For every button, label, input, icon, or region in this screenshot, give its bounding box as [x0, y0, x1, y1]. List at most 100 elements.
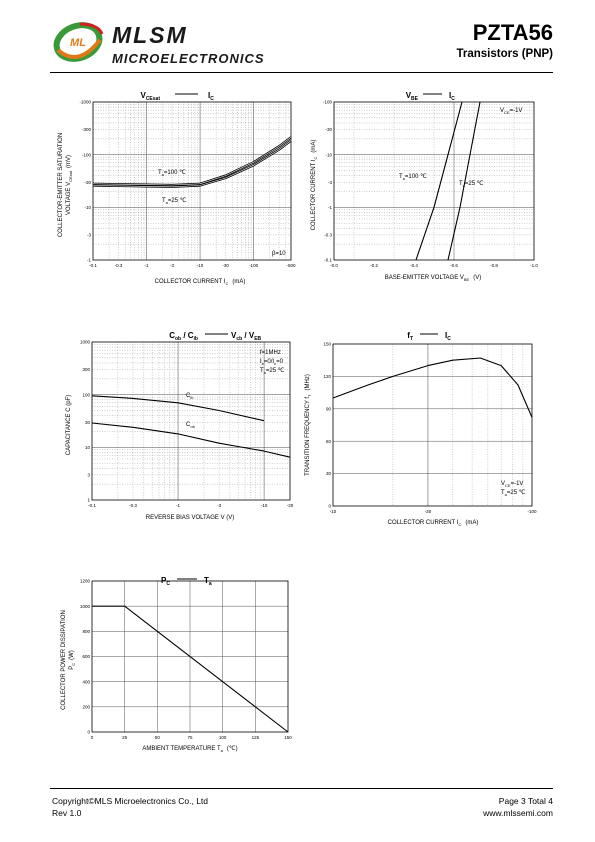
part-number: PZTA56 [472, 20, 553, 45]
chart1-s1-label: T [158, 170, 162, 176]
y-tick-label: 600 [82, 654, 90, 659]
svg-text:TRANSITION FREQUENCY fT(MHz): TRANSITION FREQUENCY fT (MHz) [305, 374, 312, 476]
svg-text:IC: IC [449, 91, 455, 102]
y-tick-label: -30 [325, 127, 332, 132]
y-tick-label: 400 [82, 679, 90, 684]
x-tick-label: -100 [527, 509, 537, 514]
chart2-s2-label-rest: =25 ℃ [465, 181, 484, 187]
svg-text:Ta=25 ℃: Ta=25 ℃ [501, 490, 526, 497]
x-tick-label: -0.3 [129, 503, 137, 508]
series-line-1 [92, 139, 292, 188]
y-tick-label: 150 [323, 342, 331, 347]
svg-text:AMBIENT TEMPERATURE Ta(℃): AMBIENT TEMPERATURE Ta (℃) [142, 746, 237, 753]
y-tick-label: 90 [326, 406, 332, 411]
series-line-inner-1 [92, 140, 292, 188]
chart1-xlabel-unit: (mA) [232, 279, 245, 285]
chart3-freq-label: f=1MHz [260, 350, 281, 356]
chart1-beta-label: β=10 [272, 251, 286, 257]
chart5-title-right-sub: a [209, 581, 212, 587]
svg-text:VOLTAGE VCEsat(mV): VOLTAGE VCEsat (mV) [66, 155, 73, 215]
y-tick-label: 60 [326, 439, 332, 444]
chart4-title-sub: T [410, 336, 413, 342]
chart3-title-sub: ob [175, 336, 181, 342]
chart3-ie-label: I [260, 359, 262, 365]
x-tick-label: -0.6 [450, 263, 458, 268]
chart3-cob-label: C [186, 422, 191, 428]
chart2-xlabel-sub: BE [464, 277, 470, 282]
svg-text:Cob: Cob [186, 422, 196, 429]
chart3-title-mid: / C [181, 331, 194, 340]
svg-text:Ta=100 ℃: Ta=100 ℃ [399, 174, 427, 181]
y-tick-label: 0 [87, 730, 90, 735]
series-line-1 [92, 605, 289, 733]
svg-text:Cob / Cib: Cob / Cib [169, 331, 198, 342]
chart5-ylabel2-sub: C [71, 663, 76, 666]
chart3-ic-sub: c [274, 361, 276, 366]
y-tick-label: 800 [82, 629, 90, 634]
chart5-title-right: T [204, 576, 209, 585]
chart1-title-right-sub: C [210, 96, 214, 102]
svg-text:VCE=-1V: VCE=-1V [501, 481, 523, 488]
chart1-title-right: I [208, 91, 210, 100]
chart2-ylabel-unit: (mA) [311, 140, 317, 153]
plot-frame [332, 343, 533, 507]
chart3-ta-rest: =25 ℃ [266, 368, 285, 374]
chart2-s1-label-rest: =100 ℃ [405, 174, 427, 180]
chart5-ylabel: COLLECTOR POWER DISSIPATION [61, 610, 67, 710]
chart4-ylabel-unit: (MHz) [305, 374, 311, 390]
mlsm-logo: ML [53, 22, 104, 62]
x-tick-label: -0.4 [410, 263, 418, 268]
x-tick-label: 100 [219, 735, 227, 740]
y-tick-label: 1200 [80, 579, 91, 584]
footer-page: Page 3 Total 4 [498, 796, 553, 806]
chart5-xlabel-sub: a [221, 748, 224, 753]
y-tick-label: -300 [82, 127, 92, 132]
chart5-xlabel: AMBIENT TEMPERATURE T [142, 746, 221, 752]
chart4-xlabel: COLLECTOR CURRENT I [388, 520, 459, 526]
x-tick-label: 125 [252, 735, 260, 740]
chart4-ylabel: TRANSITION FREQUENCY f [305, 397, 311, 476]
y-tick-label: 3 [87, 472, 90, 477]
series-line-2 [91, 422, 291, 458]
svg-text:Vcb / VEB: Vcb / VEB [231, 331, 262, 342]
y-tick-label: 0 [328, 504, 331, 509]
chart3-title-mid-sub: ib [194, 336, 198, 342]
svg-text:PC: PC [161, 576, 170, 587]
chart5-ylabel2: P [69, 666, 75, 670]
chart3-cib-label: C [186, 393, 191, 399]
chart2-title-main: V [406, 91, 412, 100]
chart5-xlabel-unit: (℃) [227, 746, 238, 752]
x-tick-label: 25 [122, 735, 128, 740]
svg-text:Ie=0/Ic=0: Ie=0/Ic=0 [260, 359, 284, 366]
series-line-1 [332, 357, 533, 418]
footer-divider [50, 788, 553, 789]
x-tick-label: -1 [145, 263, 149, 268]
y-tick-label: -3 [87, 232, 91, 237]
chart3-ie-mid: =0/I [264, 359, 275, 365]
chart1-xlabel-sub: C [225, 281, 228, 286]
footer-revision: Rev 1.0 [52, 808, 82, 818]
svg-text:VBE: VBE [406, 91, 419, 102]
y-tick-label: 100 [82, 392, 90, 397]
chart2-ylabel: COLLECTOR CURRENT I [311, 159, 317, 230]
chart-capacitance: Cob / Cib Vcb / VEB -0.1 -0.3 -1 -3 -10 -2013… [66, 331, 294, 521]
x-tick-label: -30 [425, 509, 432, 514]
chart1-ylabel: COLLECTOR-EMITTER SATURATION [58, 133, 64, 237]
header-divider [50, 72, 553, 73]
x-tick-label: -10 [330, 509, 337, 514]
footer-copyright: Copyright©MLS Microelectronics Co., Ltd [52, 796, 209, 806]
y-tick-label: 30 [85, 420, 91, 425]
chart2-s2-label: T [459, 181, 463, 187]
chart4-ta-sub: a [505, 492, 508, 497]
chart4-title-right-sub: C [447, 336, 451, 342]
chart3-title-right2: / V [242, 331, 255, 340]
svg-text:IC: IC [208, 91, 214, 102]
x-tick-label: -0.0 [330, 263, 338, 268]
brand-name: MLSM [112, 22, 188, 48]
chart1-plot-area: -0.1 -0.3 -1 -3 -10 -30 -100 -500 -1 -3 -10 -30 -100… [79, 100, 296, 268]
x-tick-label: -0.1 [89, 263, 97, 268]
y-tick-label: 30 [326, 471, 332, 476]
footer-url[interactable]: www.mlssemi.com [483, 808, 553, 818]
chart2-ylabel-sub: C [313, 157, 318, 160]
chart2-plot-area: -0.0 -0.2 -0.4 -0.6 -0.8 -1.0 -0.1 -0.3 -1 -3 -10 -… [323, 100, 538, 268]
